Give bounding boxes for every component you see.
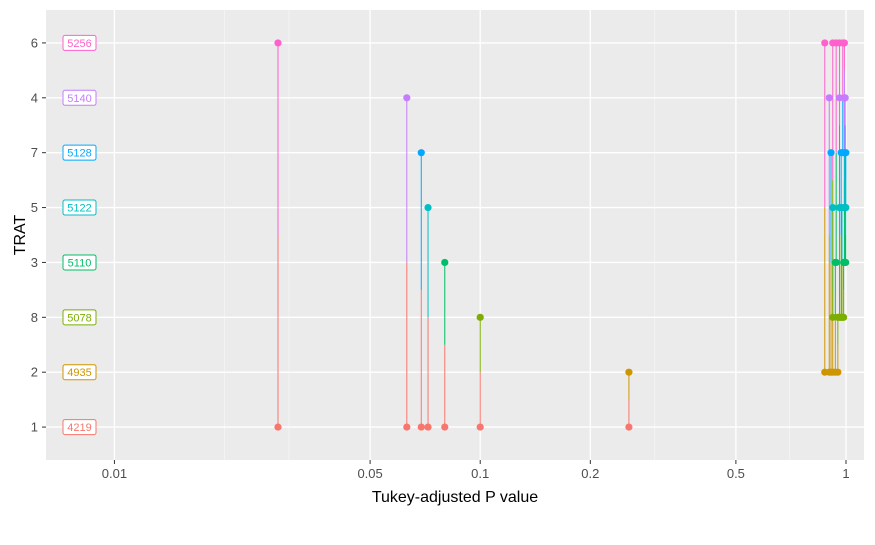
y-label-box: [62, 364, 97, 381]
y-label-box: [62, 34, 97, 51]
y-label-text: 5078: [67, 312, 91, 324]
y-label-box: [62, 144, 97, 161]
comparison-point: [827, 149, 835, 157]
comparison-points: [274, 39, 850, 431]
y-tick-label: 6: [31, 35, 38, 50]
comparison-point: [274, 39, 282, 47]
comparison-point: [476, 423, 484, 431]
y-tick-label: 1: [31, 420, 38, 435]
grid-lines: [46, 10, 864, 460]
y-label-text: 5128: [67, 148, 91, 160]
comparison-point: [842, 258, 850, 267]
comparison-point: [840, 94, 849, 102]
comparison-point: [839, 313, 848, 321]
x-tick-label: 0.05: [357, 466, 382, 481]
comparison-point: [417, 149, 425, 157]
comparison-point: [274, 423, 282, 431]
x-tick-label: 0.5: [727, 466, 745, 481]
comparison-point: [476, 313, 484, 321]
y-tick-label: 3: [31, 255, 38, 270]
comparison-point: [403, 423, 411, 431]
comparison-point: [441, 423, 449, 431]
y-label-box: [62, 199, 97, 216]
comparison-point: [424, 423, 432, 431]
comparison-point: [829, 313, 837, 321]
comparison-point: [832, 258, 840, 267]
y-axis-title: TRAT: [12, 214, 29, 255]
y-category-labels: 4219 4935 5078 5110 5122 5128 5140 5256: [62, 34, 97, 436]
y-label-text: 5110: [68, 257, 92, 269]
x-axis-title: Tukey-adjusted P value: [372, 489, 538, 506]
y-label-text: 5140: [67, 93, 91, 105]
comparison-point: [842, 203, 850, 212]
x-axis-ticks: 0.01 0.05 0.1 0.2 0.5 1: [102, 460, 850, 481]
y-label-text: 5122: [67, 203, 91, 215]
comparison-point: [441, 258, 449, 267]
comparison-point: [841, 149, 849, 157]
comparison-point: [829, 203, 837, 212]
comparison-point: [625, 423, 633, 431]
x-tick-label: 0.1: [471, 466, 489, 481]
y-tick-label: 5: [31, 200, 38, 215]
x-tick-label: 0.01: [102, 466, 127, 481]
y-label-text: 4219: [67, 422, 91, 434]
y-label-box: [62, 89, 97, 106]
comparison-point: [834, 368, 842, 376]
x-tick-label: 1: [842, 466, 849, 481]
comparison-point: [417, 423, 425, 431]
plot-panel: [46, 10, 864, 460]
y-label-box: [62, 419, 97, 436]
y-label-box: [62, 254, 97, 271]
x-tick-label: 0.2: [581, 466, 599, 481]
y-label-box: [62, 309, 97, 326]
y-label-text: 5256: [67, 38, 91, 50]
comparison-point: [403, 94, 411, 102]
comparison-point: [424, 203, 432, 212]
y-tick-label: 8: [31, 310, 38, 325]
comparison-segments: [277, 42, 847, 428]
y-axis-ticks: 1 2 8 3 5 7 4 6: [31, 35, 46, 435]
y-tick-label: 2: [31, 365, 38, 380]
comparison-point: [840, 39, 849, 47]
comparison-point: [825, 94, 833, 102]
y-tick-label: 7: [31, 145, 38, 160]
y-tick-label: 4: [31, 90, 38, 105]
comparison-point: [625, 368, 633, 376]
comparison-point: [821, 39, 829, 47]
y-label-text: 4935: [67, 367, 91, 379]
